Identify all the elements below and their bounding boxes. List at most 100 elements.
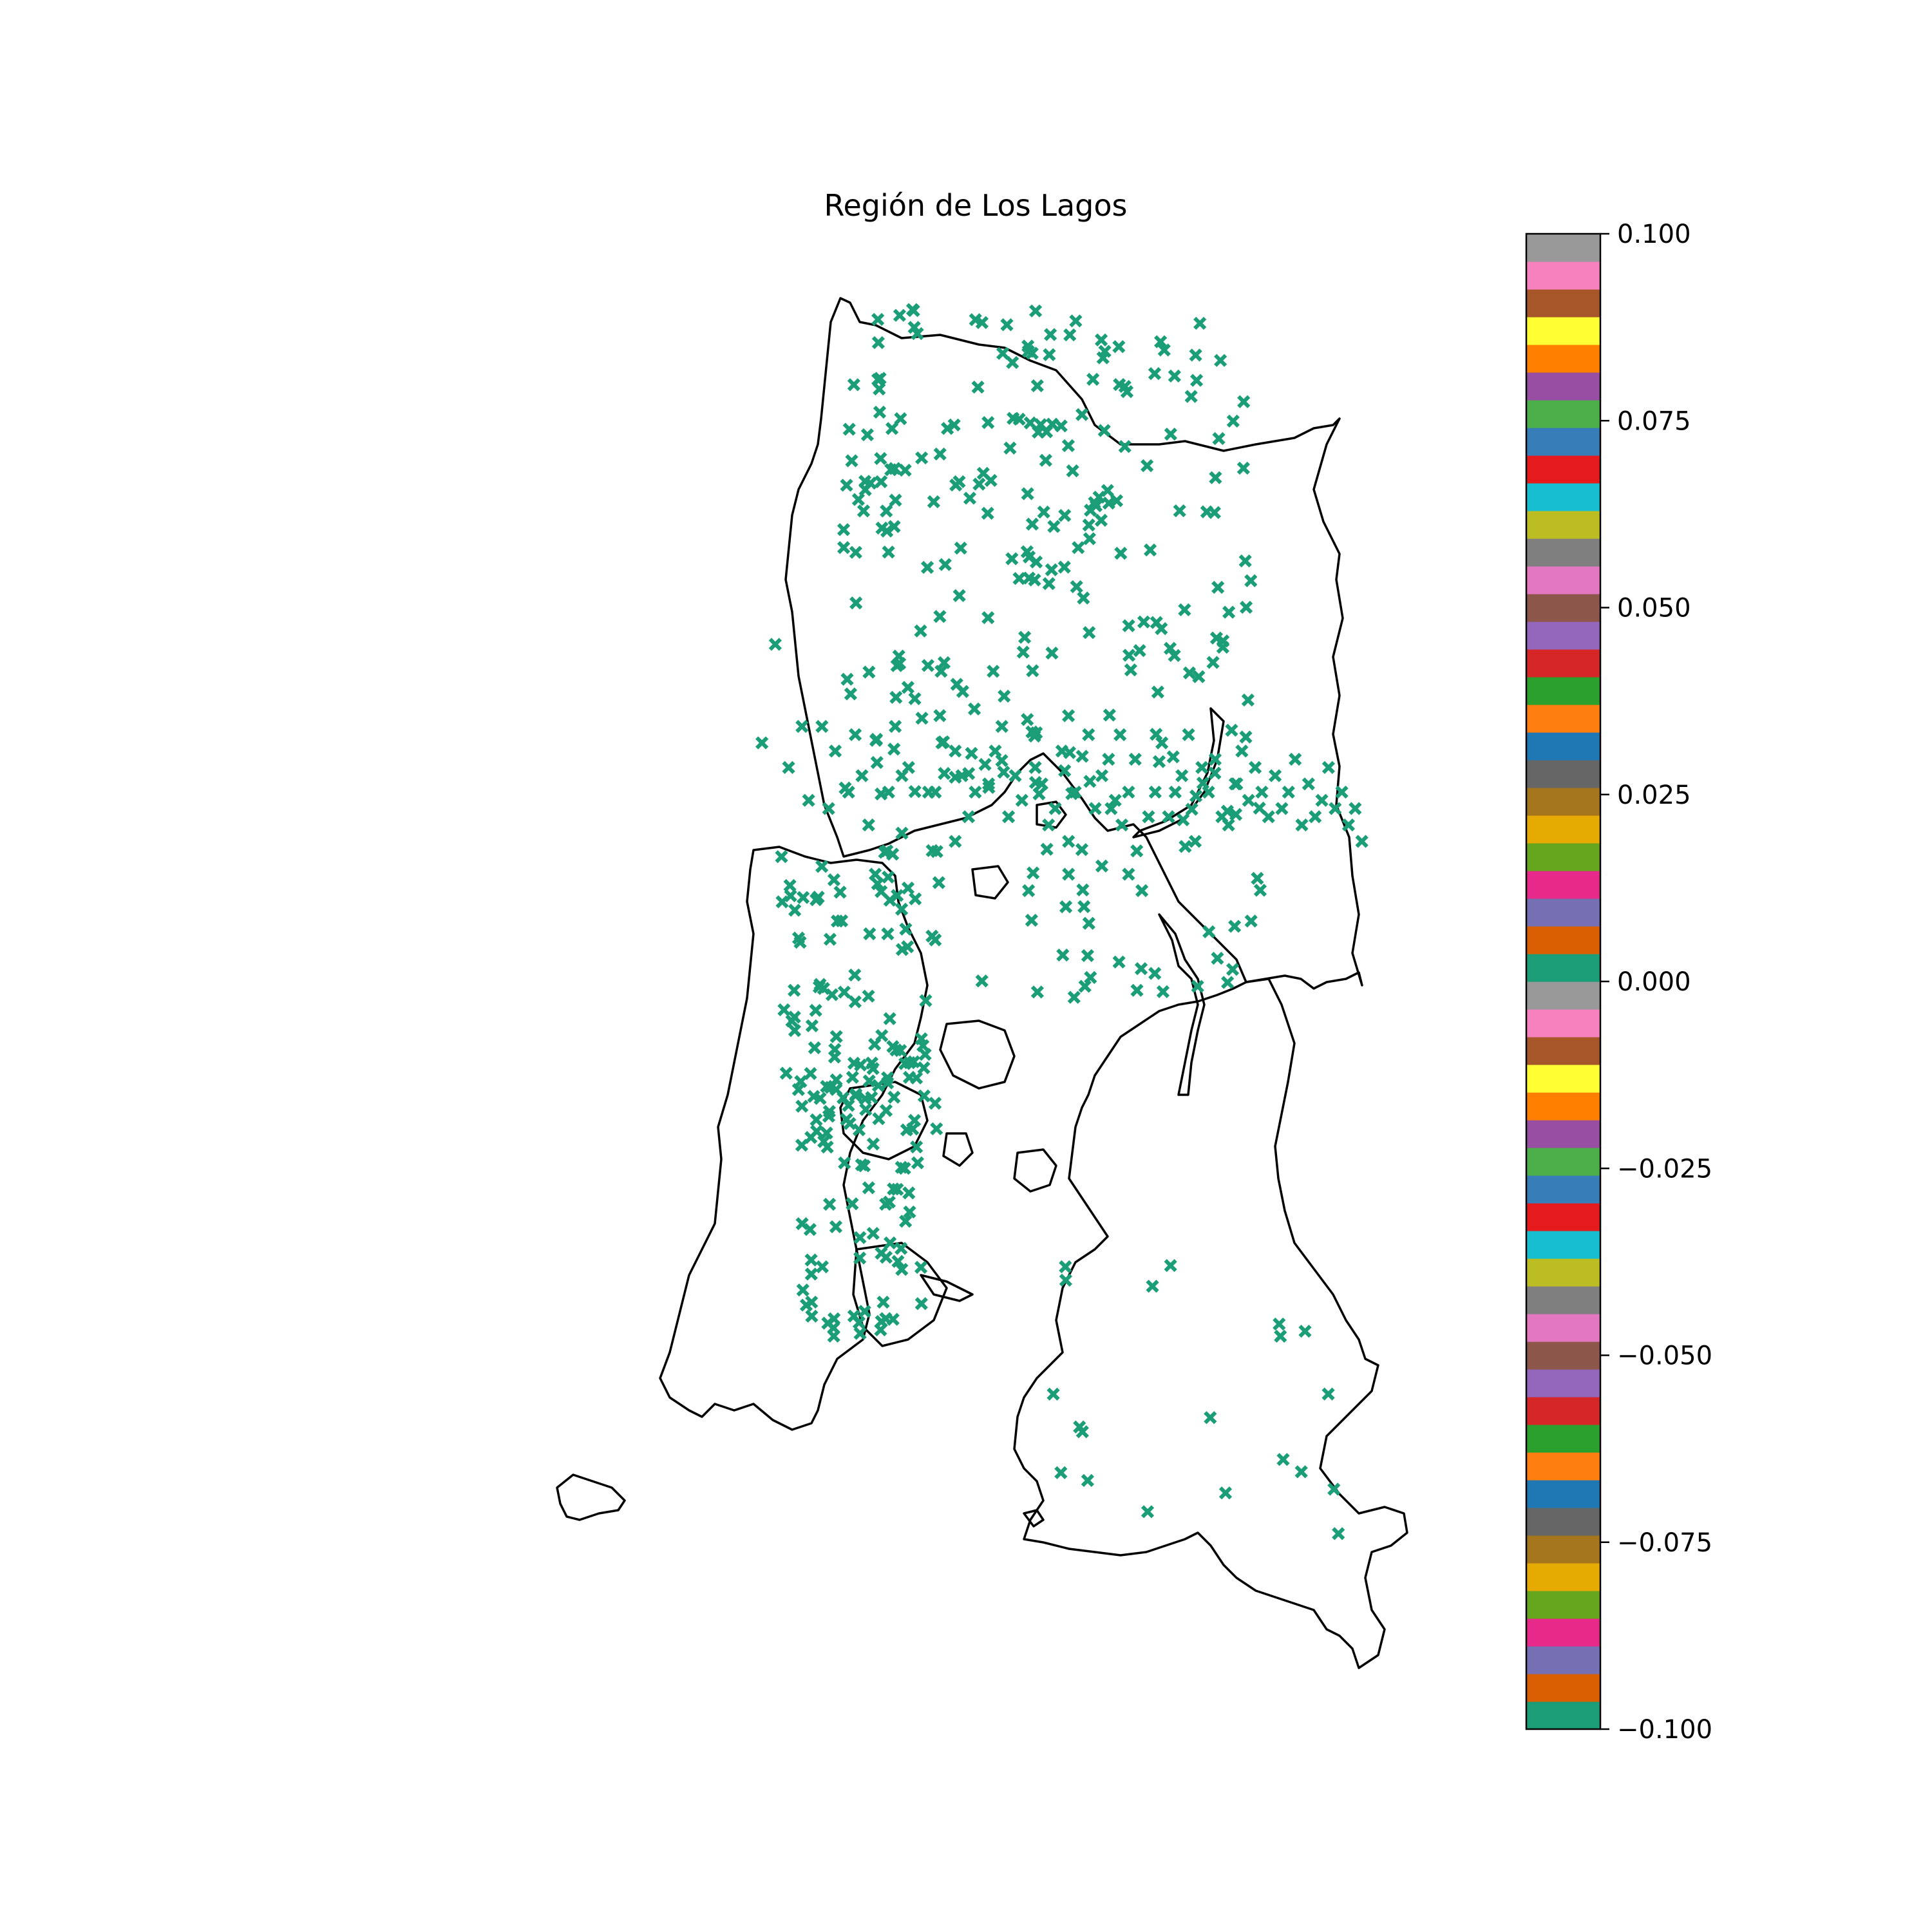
station-marker — [1083, 532, 1096, 545]
station-marker — [879, 1197, 893, 1211]
station-marker — [849, 596, 863, 610]
station-marker — [930, 845, 943, 858]
station-marker — [805, 1019, 819, 1033]
station-marker — [868, 867, 882, 881]
station-marker — [1175, 769, 1189, 782]
station-marker — [987, 665, 1000, 678]
colorbar-band — [1526, 843, 1600, 871]
colorbar-band — [1526, 234, 1600, 262]
station-marker — [815, 1260, 829, 1274]
station-marker — [848, 995, 862, 1009]
station-marker — [1262, 810, 1275, 824]
station-marker — [1059, 1260, 1072, 1274]
station-marker — [920, 560, 934, 574]
station-marker — [1294, 1465, 1308, 1479]
colorbar-tick-label: −0.075 — [1617, 1528, 1712, 1558]
station-marker — [842, 422, 856, 436]
station-marker — [1206, 656, 1220, 669]
station-marker — [928, 1096, 942, 1110]
station-marker — [805, 1295, 819, 1309]
station-marker — [1114, 546, 1128, 560]
station-marker — [853, 1251, 867, 1265]
colorbar-band — [1526, 1314, 1600, 1342]
colorbar-band — [1526, 1480, 1600, 1508]
station-marker — [900, 1123, 914, 1137]
station-marker — [791, 1083, 805, 1096]
station-marker — [1001, 810, 1016, 824]
station-marker — [1168, 649, 1181, 663]
station-marker — [1335, 785, 1349, 799]
station-marker — [1103, 708, 1116, 722]
station-marker — [871, 312, 885, 327]
station-marker — [755, 736, 769, 750]
station-marker — [1189, 348, 1202, 362]
station-marker — [827, 1329, 840, 1343]
station-marker — [1018, 630, 1032, 644]
station-marker — [1047, 520, 1061, 533]
station-marker — [866, 1227, 880, 1240]
station-marker — [838, 1156, 851, 1170]
colorbar-tick-label: 0.050 — [1617, 594, 1691, 623]
colorbar-band — [1526, 1148, 1600, 1176]
station-marker — [1162, 810, 1175, 824]
colorbar-band — [1526, 898, 1600, 927]
station-marker — [822, 802, 835, 815]
colorbar-band — [1526, 954, 1600, 982]
station-marker — [1133, 644, 1146, 658]
station-marker — [858, 475, 872, 488]
station-marker — [782, 761, 795, 774]
station-marker — [1173, 504, 1186, 518]
colorbar-band — [1526, 1341, 1600, 1370]
station-marker — [1081, 1473, 1094, 1487]
station-marker — [895, 1263, 909, 1276]
station-marker — [902, 1186, 916, 1200]
station-marker — [1095, 859, 1109, 873]
colorbar-band — [1526, 1009, 1600, 1037]
station-marker — [851, 493, 865, 506]
region-outline-south — [1013, 978, 1408, 1669]
station-marker — [899, 922, 913, 936]
station-marker — [848, 968, 862, 982]
station-marker — [1321, 761, 1336, 774]
station-marker — [882, 870, 895, 884]
station-marker — [1178, 603, 1191, 616]
station-marker — [883, 1012, 896, 1025]
station-marker — [1122, 785, 1135, 799]
station-marker — [847, 1056, 861, 1070]
station-marker — [1055, 744, 1069, 758]
station-marker — [1082, 518, 1095, 532]
station-marker — [1056, 948, 1070, 962]
station-marker — [895, 769, 909, 782]
colorbar-band — [1526, 1258, 1600, 1287]
station-marker — [952, 475, 966, 489]
colorbar-band — [1526, 621, 1600, 650]
station-marker — [837, 523, 851, 536]
station-marker — [889, 690, 903, 704]
station-marker — [1058, 509, 1072, 522]
station-marker — [804, 1253, 818, 1267]
station-marker — [1006, 355, 1019, 369]
station-marker — [1030, 726, 1043, 740]
station-marker — [1062, 835, 1075, 848]
station-marker — [1282, 785, 1295, 799]
station-marker — [930, 1122, 943, 1135]
station-marker — [887, 520, 901, 533]
station-marker — [1102, 752, 1115, 766]
station-marker — [840, 672, 854, 686]
station-marker — [795, 1099, 809, 1113]
station-marker — [791, 931, 806, 945]
station-marker — [884, 463, 898, 477]
station-marker — [975, 316, 989, 330]
station-marker — [1195, 761, 1209, 774]
station-marker — [899, 1215, 913, 1228]
station-marker — [894, 412, 907, 426]
station-marker — [813, 1092, 827, 1105]
station-marker — [971, 380, 985, 394]
station-marker — [1081, 949, 1095, 963]
station-marker — [1120, 385, 1134, 399]
station-marker — [1209, 471, 1222, 484]
station-marker — [1253, 884, 1267, 897]
colorbar-band — [1526, 1065, 1600, 1093]
station-marker — [1238, 554, 1252, 568]
station-marker — [812, 980, 826, 994]
